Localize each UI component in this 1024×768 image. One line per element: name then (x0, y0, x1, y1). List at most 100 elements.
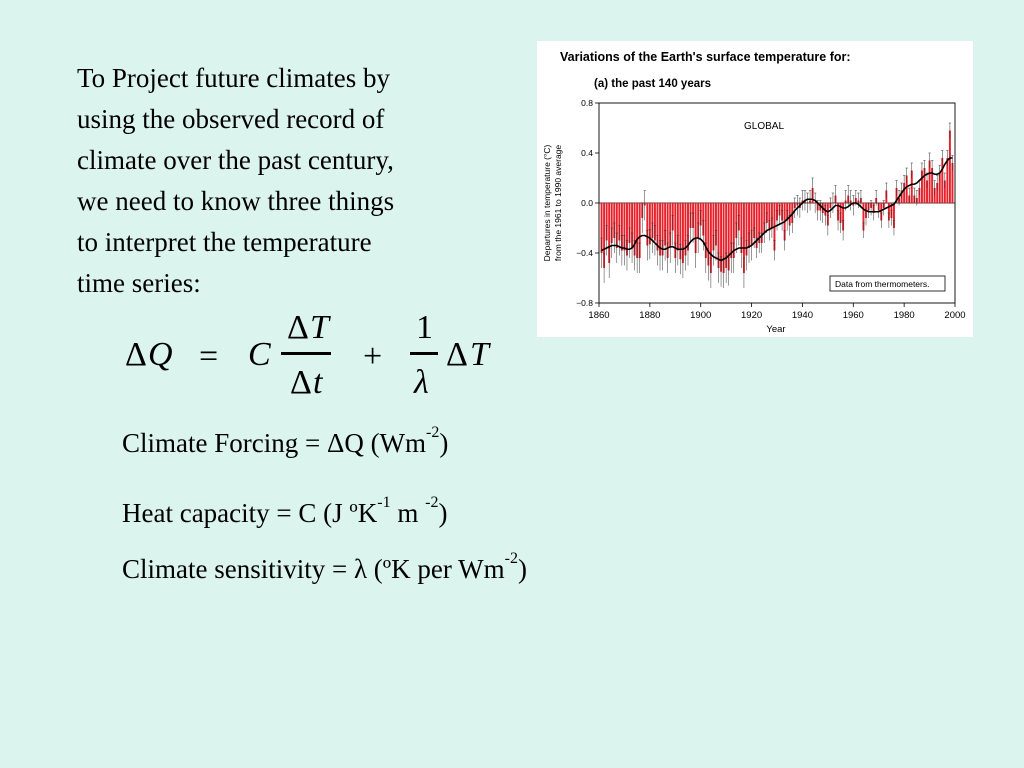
anomaly-bar (931, 168, 934, 203)
intro-line: to interpret the temperature (77, 227, 372, 257)
anomaly-bar (626, 203, 628, 256)
anomaly-bar (727, 203, 730, 271)
anomaly-bar (880, 203, 883, 221)
y-tick-label: −0.4 (576, 248, 593, 258)
temperature-chart-panel: Variations of the Earth's surface temper… (537, 41, 973, 337)
anomaly-bar (745, 203, 748, 256)
anomaly-bar (702, 203, 705, 236)
anomaly-bar (763, 203, 766, 233)
anomaly-bar (905, 175, 908, 203)
y-tick-label: 0.0 (581, 198, 593, 208)
chart-subtitle: (a) the past 140 years (594, 78, 711, 90)
anomaly-bar (926, 180, 928, 203)
anomaly-bar (910, 170, 913, 203)
intro-text: To Project future climates by using the o… (77, 58, 497, 304)
region-label: GLOBAL (744, 121, 784, 132)
x-tick-label: 1860 (588, 310, 609, 321)
anomaly-bar (730, 203, 733, 258)
anomaly-bar (750, 203, 753, 246)
heat-capacity-symbol: C (248, 336, 271, 373)
anomaly-bar (936, 183, 939, 203)
x-tick-label: 2000 (944, 310, 965, 321)
anomaly-bar (659, 203, 661, 256)
rhs-t: T (470, 336, 489, 373)
numerator-delta: Δ (287, 309, 309, 346)
lhs-delta: Δ (125, 336, 147, 373)
anomaly-bar (669, 203, 672, 248)
anomaly-bar (656, 203, 659, 251)
anomaly-bar (735, 203, 738, 238)
anomaly-bar (712, 203, 715, 251)
anomaly-bar (928, 160, 931, 203)
anomaly-bar (941, 158, 944, 203)
anomaly-bar (631, 203, 634, 248)
anomaly-bar (717, 203, 720, 268)
anomaly-bar (600, 203, 603, 253)
anomaly-bar (770, 203, 773, 228)
chart-title: Variations of the Earth's surface temper… (560, 50, 851, 64)
anomaly-bar (620, 203, 623, 251)
anomaly-bar (826, 203, 829, 226)
lhs-q: Q (148, 336, 173, 373)
rhs-delta: Δ (446, 336, 468, 373)
anomaly-bar (666, 203, 669, 258)
anomaly-bar (788, 203, 791, 226)
anomaly-bar (615, 203, 618, 248)
numerator-one: 1 (416, 309, 433, 346)
anomaly-bar (679, 203, 682, 260)
anomaly-bar (748, 203, 750, 248)
anomaly-bar (920, 170, 923, 203)
anomaly-bar (681, 203, 684, 263)
anomaly-bar (923, 168, 926, 203)
anomaly-bar (651, 203, 654, 238)
sensitivity-definition: Climate sensitivity = λ (ºK per Wm-2) (122, 550, 527, 584)
source-note-box (829, 275, 946, 292)
anomaly-bar (704, 203, 707, 258)
denominator-t: t (313, 364, 323, 401)
anomaly-bar (687, 203, 689, 251)
forcing-definition: Climate Forcing = ΔQ (Wm-2) (122, 424, 449, 458)
y-axis-label-line2: from the 1961 to 1990 average (553, 145, 563, 262)
anomaly-bar (648, 203, 651, 245)
anomaly-bar (887, 203, 890, 221)
anomaly-bar (943, 180, 946, 203)
anomaly-bar (948, 130, 951, 203)
anomaly-bar (638, 203, 641, 258)
anomaly-bar (694, 203, 697, 253)
temperature-chart: Variations of the Earth's surface temper… (542, 50, 966, 335)
anomaly-bar (676, 203, 679, 251)
source-note: Data from thermometers. (835, 279, 929, 289)
anomaly-bar (646, 203, 649, 246)
anomaly-bar (715, 203, 717, 246)
y-tick-label: 0.8 (581, 98, 593, 108)
anomaly-bar (893, 203, 895, 228)
numerator-t: T (310, 309, 329, 346)
anomaly-bar (618, 203, 621, 241)
anomaly-bar (755, 203, 758, 248)
anomaly-bar (653, 203, 656, 241)
anomaly-bar (633, 203, 636, 256)
anomaly-bar (740, 203, 743, 253)
intro-line: using the observed record of (77, 104, 385, 134)
anomaly-bar (636, 203, 639, 258)
anomaly-bar (732, 203, 735, 258)
y-tick-label: 0.4 (581, 148, 593, 158)
equals-sign: = (199, 338, 219, 375)
intro-line: time series: (77, 268, 201, 298)
anomaly-bar (951, 163, 954, 203)
anomaly-bar (674, 203, 677, 258)
anomaly-bar (628, 203, 631, 243)
anomaly-bar (722, 203, 725, 273)
anomaly-bar (623, 203, 626, 251)
anomaly-bar (709, 203, 712, 273)
anomaly-bar (603, 203, 606, 268)
anomaly-bar (768, 203, 771, 231)
intro-line: climate over the past century, (77, 145, 394, 175)
anomaly-bar (753, 203, 756, 238)
fraction-bar (281, 352, 331, 355)
anomaly-bar (613, 203, 616, 238)
anomaly-bar (742, 203, 745, 273)
x-tick-label: 1960 (843, 310, 864, 321)
anomaly-bar (608, 203, 611, 263)
anomaly-bar (661, 203, 664, 256)
